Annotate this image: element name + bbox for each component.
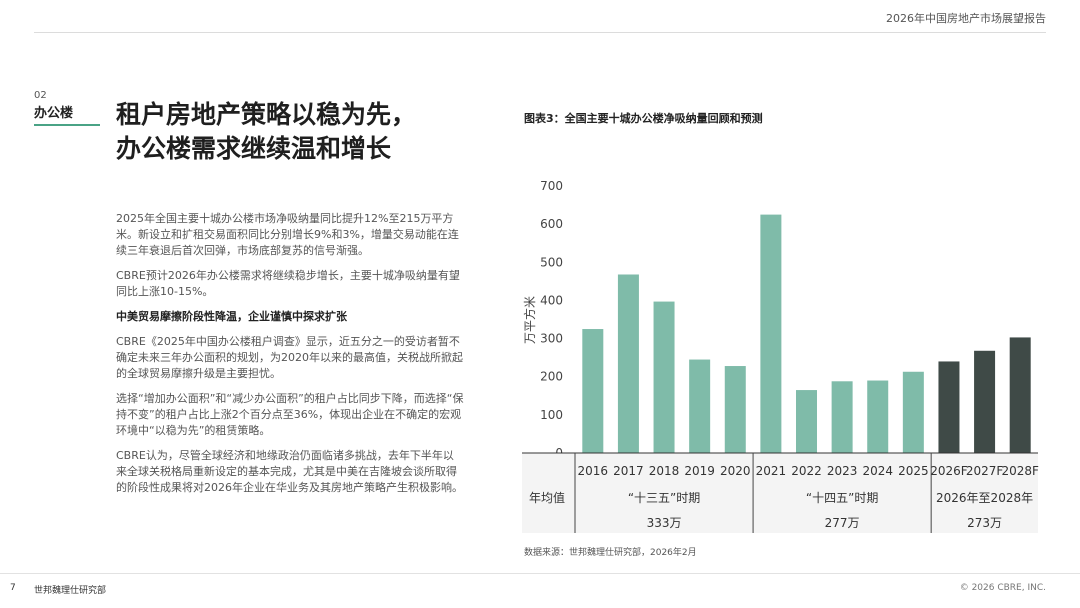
x-tick-label: 2028F: [1001, 464, 1039, 478]
bar-2024: [867, 380, 889, 453]
headline-line-1: 租户房地产策略以稳为先，: [116, 100, 417, 129]
header-divider: [34, 32, 1046, 33]
x-tick-label: 2019: [684, 464, 715, 478]
y-tick-label: 300: [540, 332, 563, 346]
body-paragraph-1: 2025年全国主要十城办公楼市场净吸纳量同比提升12%至215万平方米。新设立和…: [116, 212, 459, 257]
y-tick-label: 200: [540, 370, 563, 384]
chart-title: 图表3：全国主要十城办公楼净吸纳量回顾和预测: [524, 112, 763, 125]
bar-2025: [902, 371, 924, 453]
body-subhead: 中美贸易摩擦阶段性降温，企业谨慎中探求扩张: [116, 310, 347, 323]
x-tick-label: 2020: [720, 464, 751, 478]
page-headline: 租户房地产策略以稳为先， 办公楼需求继续温和增长: [116, 98, 416, 166]
footer-org: 世邦魏理仕研究部: [34, 586, 107, 596]
y-tick-label: 500: [540, 255, 563, 269]
x-tick-label: 2027F: [966, 464, 1004, 478]
x-tick-label: 2017: [613, 464, 644, 478]
group-name: “十四五”时期: [806, 491, 878, 505]
y-tick-label: 600: [540, 217, 563, 231]
x-tick-label: 2024: [862, 464, 893, 478]
x-tick-label: 2018: [649, 464, 680, 478]
copyright: © 2026 CBRE, INC.: [959, 583, 1046, 593]
bar-2018: [653, 301, 675, 453]
headline-line-2: 办公楼需求继续温和增长: [116, 134, 392, 163]
bar-2019: [689, 359, 711, 453]
x-tick-label: 2026F: [930, 464, 968, 478]
x-tick-label: 2016: [578, 464, 609, 478]
body-paragraph-5: CBRE认为，尽管全球经济和地缘政治仍面临诸多挑战，去年下半年以来全球关税格局重…: [116, 449, 463, 494]
bar-2023: [831, 381, 853, 453]
bar-2022: [796, 390, 817, 453]
y-axis-label: 万平方米: [522, 296, 537, 344]
bar-2027F: [974, 350, 996, 453]
group-name: 2026年至2028年: [936, 491, 1033, 505]
table-background: [522, 453, 1038, 533]
body-text: 2025年全国主要十城办公楼市场净吸纳量同比提升12%至215万平方米。新设立和…: [116, 211, 464, 505]
x-tick-label: 2022: [791, 464, 822, 478]
group-average: 277万: [825, 516, 860, 530]
bar-2026F: [938, 361, 960, 453]
group-average: 273万: [967, 516, 1002, 530]
section-label: 办公楼: [34, 106, 74, 121]
report-header-title: 2026年中国房地产市场展望报告: [886, 12, 1046, 25]
group-name: “十三五”时期: [628, 491, 700, 505]
body-paragraph-2: CBRE预计2026年办公楼需求将继续稳步增长，主要十城净吸纳量有望同比上涨10…: [116, 269, 460, 298]
body-paragraph-3: CBRE《2025年中国办公楼租户调查》显示，近五分之一的受访者暂不确定未来三年…: [116, 335, 463, 380]
y-tick-label: 400: [540, 293, 563, 307]
section-underline: [34, 124, 100, 126]
section-number: 02: [34, 90, 47, 101]
y-tick-label: 700: [540, 179, 563, 193]
bar-2020: [724, 366, 746, 453]
y-tick-label: 100: [540, 408, 563, 422]
average-row-label: 年均值: [529, 490, 565, 505]
bar-2028F: [1009, 337, 1031, 453]
page-number: 7: [10, 583, 16, 593]
footer-divider: [0, 573, 1080, 574]
x-tick-label: 2025: [898, 464, 929, 478]
x-tick-label: 2021: [756, 464, 787, 478]
body-paragraph-4: 选择“增加办公面积”和“减少办公面积”的租户占比同步下降，而选择“保持不变”的租…: [116, 392, 464, 437]
group-average: 333万: [647, 516, 682, 530]
bar-2016: [582, 329, 604, 453]
chart-source: 数据来源：世邦魏理仕研究部，2026年2月: [524, 548, 697, 558]
bar-2021: [760, 214, 782, 453]
x-tick-label: 2023: [827, 464, 858, 478]
bar-2017: [617, 274, 639, 453]
